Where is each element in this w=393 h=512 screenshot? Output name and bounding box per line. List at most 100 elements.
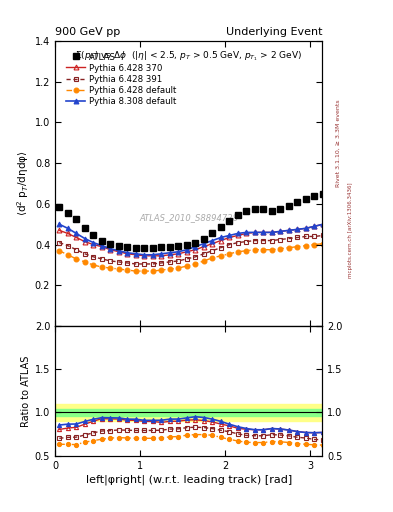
Pythia 6.428 370 <box>65 230 70 237</box>
Pythia 6.428 370 <box>108 247 113 253</box>
ATLAS <box>321 190 325 197</box>
Pythia 6.428 370 <box>312 223 317 229</box>
Pythia 6.428 391 <box>134 261 138 267</box>
ATLAS <box>286 203 291 209</box>
Pythia 6.428 391 <box>193 254 198 260</box>
Pythia 6.428 default <box>74 256 79 262</box>
Pythia 6.428 391 <box>202 251 206 257</box>
Pythia 6.428 370 <box>125 251 130 257</box>
Pythia 6.428 default <box>270 247 274 253</box>
Pythia 6.428 391 <box>227 242 232 248</box>
Pythia 6.428 default <box>134 268 138 274</box>
Pythia 6.428 391 <box>184 256 189 262</box>
ATLAS <box>142 245 147 251</box>
Pythia 6.428 391 <box>176 258 181 264</box>
Pythia 8.308 default <box>270 229 274 236</box>
Pythia 8.308 default <box>151 252 155 258</box>
Pythia 6.428 370 <box>278 228 283 234</box>
Pythia 6.428 370 <box>210 241 215 247</box>
ATLAS <box>304 196 309 202</box>
Pythia 8.308 default <box>312 223 317 229</box>
Pythia 6.428 370 <box>219 238 223 244</box>
Pythia 6.428 default <box>227 251 232 257</box>
Pythia 8.308 default <box>116 248 121 254</box>
ATLAS <box>219 224 223 230</box>
Pythia 8.308 default <box>83 236 87 242</box>
Pythia 6.428 default <box>295 244 300 250</box>
Pythia 6.428 default <box>193 261 198 267</box>
ATLAS <box>278 206 283 212</box>
ATLAS <box>134 245 138 251</box>
Line: Pythia 6.428 default: Pythia 6.428 default <box>57 241 325 273</box>
Pythia 8.308 default <box>159 251 164 257</box>
Pythia 8.308 default <box>91 240 95 246</box>
Pythia 8.308 default <box>142 252 147 258</box>
Pythia 6.428 391 <box>219 245 223 251</box>
Pythia 6.428 370 <box>235 232 240 239</box>
Pythia 8.308 default <box>286 227 291 233</box>
Pythia 6.428 370 <box>253 229 257 236</box>
ATLAS <box>57 204 62 210</box>
Pythia 8.308 default <box>210 238 215 244</box>
Pythia 8.308 default <box>65 225 70 231</box>
ATLAS <box>312 193 317 199</box>
ATLAS <box>91 232 95 239</box>
Pythia 8.308 default <box>193 244 198 250</box>
Pythia 6.428 370 <box>261 229 266 236</box>
Pythia 6.428 default <box>159 267 164 273</box>
Pythia 6.428 370 <box>184 249 189 255</box>
Pythia 6.428 default <box>167 266 172 272</box>
Text: mcplots.cern.ch [arXiv:1306.3436]: mcplots.cern.ch [arXiv:1306.3436] <box>348 183 353 278</box>
Pythia 6.428 370 <box>159 253 164 259</box>
Pythia 6.428 default <box>108 265 113 271</box>
Pythia 6.428 370 <box>202 244 206 250</box>
Pythia 8.308 default <box>304 225 309 231</box>
Line: ATLAS: ATLAS <box>56 190 326 251</box>
Pythia 8.308 default <box>219 234 223 241</box>
Pythia 6.428 default <box>176 265 181 271</box>
Pythia 6.428 370 <box>244 230 249 237</box>
Pythia 6.428 391 <box>116 259 121 265</box>
Pythia 6.428 370 <box>151 253 155 259</box>
Pythia 6.428 391 <box>99 256 104 262</box>
Pythia 6.428 391 <box>57 240 62 246</box>
Pythia 6.428 370 <box>142 253 147 259</box>
Pythia 6.428 default <box>235 249 240 255</box>
Pythia 8.308 default <box>227 232 232 239</box>
Text: 900 GeV pp: 900 GeV pp <box>55 27 120 37</box>
Pythia 6.428 391 <box>167 259 172 265</box>
ATLAS <box>125 244 130 250</box>
Pythia 6.428 391 <box>210 248 215 254</box>
Pythia 6.428 391 <box>108 258 113 264</box>
Pythia 6.428 370 <box>321 221 325 227</box>
Pythia 6.428 391 <box>142 261 147 267</box>
Pythia 6.428 370 <box>116 249 121 255</box>
ATLAS <box>270 208 274 214</box>
Pythia 6.428 default <box>253 247 257 253</box>
Pythia 8.308 default <box>321 221 325 227</box>
Pythia 6.428 391 <box>83 251 87 257</box>
Pythia 6.428 370 <box>74 234 79 241</box>
ATLAS <box>167 244 172 250</box>
ATLAS <box>184 242 189 248</box>
Pythia 6.428 default <box>304 243 309 249</box>
Pythia 6.428 391 <box>65 243 70 249</box>
Pythia 6.428 391 <box>312 233 317 240</box>
Text: ATLAS_2010_S8894728: ATLAS_2010_S8894728 <box>139 213 238 222</box>
Pythia 6.428 391 <box>74 247 79 253</box>
Pythia 6.428 391 <box>278 237 283 243</box>
Pythia 6.428 370 <box>57 227 62 233</box>
ATLAS <box>202 236 206 242</box>
Pythia 8.308 default <box>295 226 300 232</box>
Line: Pythia 6.428 370: Pythia 6.428 370 <box>57 222 325 258</box>
Pythia 6.428 370 <box>286 227 291 233</box>
Pythia 6.428 default <box>91 262 95 268</box>
ATLAS <box>176 243 181 249</box>
Pythia 6.428 370 <box>83 239 87 245</box>
Text: $\Sigma(p_T)$ vs $\Delta\phi$  ($|\eta|$ < 2.5, $p_T$ > 0.5 GeV, $p_{T_1}$ > 2 G: $\Sigma(p_T)$ vs $\Delta\phi$ ($|\eta|$ … <box>75 50 302 63</box>
Pythia 6.428 370 <box>304 225 309 231</box>
Pythia 8.308 default <box>125 250 130 256</box>
Pythia 8.308 default <box>134 251 138 257</box>
ATLAS <box>193 240 198 246</box>
Pythia 6.428 default <box>312 242 317 248</box>
